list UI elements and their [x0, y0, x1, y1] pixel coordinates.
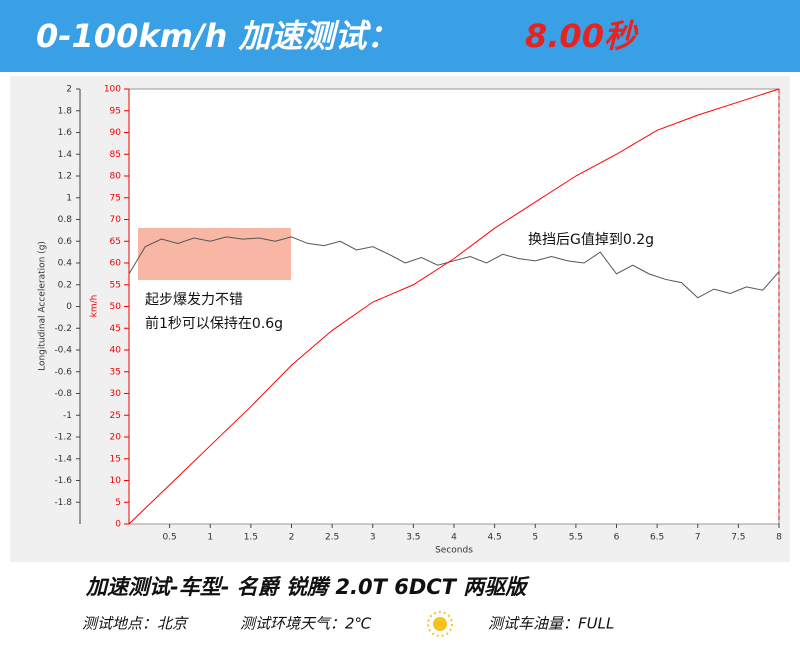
highlight-box: [138, 228, 291, 280]
y-tick-label: -0.2: [54, 324, 72, 334]
y-tick-label: 1: [66, 193, 72, 203]
y-tick-label: -1.6: [54, 476, 72, 486]
header-title: 0-100km/h 加速测试：: [36, 17, 399, 55]
x-tick-label: 4.5: [487, 533, 501, 543]
x-tick-label: 7: [695, 533, 701, 543]
y2-tick-label: 60: [110, 259, 122, 269]
y-tick-label: 0.6: [58, 237, 73, 247]
x-tick-label: 6.5: [650, 533, 664, 543]
header-bar: [0, 0, 800, 72]
y2-tick-label: 50: [110, 302, 122, 312]
x-tick-label: 3: [370, 533, 376, 543]
x-tick-label: 2: [289, 533, 295, 543]
x-tick-label: 0.5: [162, 533, 176, 543]
y-tick-label: -0.4: [54, 346, 72, 356]
y-tick-label: -1.8: [54, 498, 72, 508]
y2-tick-label: 70: [110, 215, 122, 225]
sun-icon: [427, 611, 453, 637]
y-axis-label: Longitudinal Acceleration (g): [38, 241, 48, 371]
x-tick-label: 1: [207, 533, 213, 543]
y2-tick-label: 30: [110, 389, 122, 399]
x-tick-label: 5.5: [569, 533, 583, 543]
x-axis-label: Seconds: [435, 546, 473, 556]
y2-axis-label: km/h: [90, 295, 100, 318]
series-line: [128, 236, 780, 299]
y2-tick-label: 5: [115, 498, 121, 508]
y2-tick-label: 80: [110, 172, 122, 182]
y2-tick-label: 35: [110, 367, 121, 377]
annotation: 起步爆发力不错: [145, 292, 243, 308]
annotation: 换挡后G值掉到0.2g: [528, 231, 654, 248]
y-tick-label: 2: [66, 85, 72, 95]
y2-tick-label: 55: [110, 280, 121, 290]
y-tick-label: 0.4: [58, 259, 73, 269]
footer-location: 测试地点：北京: [82, 615, 189, 633]
annotation: 前1秒可以保持在0.6g: [145, 315, 283, 332]
y-tick-label: -0.6: [54, 367, 72, 377]
y2-tick-label: 15: [110, 454, 121, 464]
y2-tick-label: 100: [104, 85, 121, 95]
x-tick-label: 2.5: [325, 533, 339, 543]
plot-area: [128, 88, 780, 525]
y-tick-label: -1: [63, 411, 72, 421]
footer-model: 加速测试-车型- 名爵 锐腾 2.0T 6DCT 两驱版: [85, 575, 530, 599]
x-tick-label: 1.5: [244, 533, 258, 543]
y2-tick-label: 45: [110, 324, 121, 334]
x-tick-label: 3.5: [406, 533, 420, 543]
y2-tick-label: 85: [110, 150, 121, 160]
header-result: 8.00秒: [525, 17, 639, 55]
x-tick-label: 8: [776, 533, 782, 543]
y2-tick-label: 65: [110, 237, 121, 247]
y-tick-label: -1.4: [54, 454, 72, 464]
y-tick-label: 0.8: [58, 215, 73, 225]
y2-tick-label: 75: [110, 193, 121, 203]
x-tick-label: 5: [532, 533, 538, 543]
y-tick-label: 1.2: [58, 172, 72, 182]
y2-tick-label: 40: [110, 346, 122, 356]
y2-tick-label: 90: [110, 128, 122, 138]
x-tick-label: 4: [451, 533, 457, 543]
series-line: [128, 88, 780, 525]
footer-weather: 测试环境天气：2℃: [240, 615, 372, 633]
x-tick-label: 7.5: [731, 533, 745, 543]
y-tick-label: 1.4: [58, 150, 73, 160]
y-tick-label: 0.2: [58, 280, 72, 290]
y2-tick-label: 25: [110, 411, 121, 421]
y-tick-label: 1.8: [58, 106, 73, 116]
y2-tick-label: 10: [110, 476, 122, 486]
y2-tick-label: 95: [110, 106, 121, 116]
y2-tick-label: 0: [115, 520, 121, 530]
y-tick-label: -1.2: [54, 433, 72, 443]
x-tick-label: 6: [614, 533, 620, 543]
y-tick-label: 0: [66, 302, 72, 312]
footer-fuel: 测试车油量：FULL: [488, 615, 614, 633]
y-tick-label: 1.6: [58, 128, 73, 138]
y2-tick-label: 20: [110, 433, 122, 443]
y-tick-label: -0.8: [54, 389, 72, 399]
